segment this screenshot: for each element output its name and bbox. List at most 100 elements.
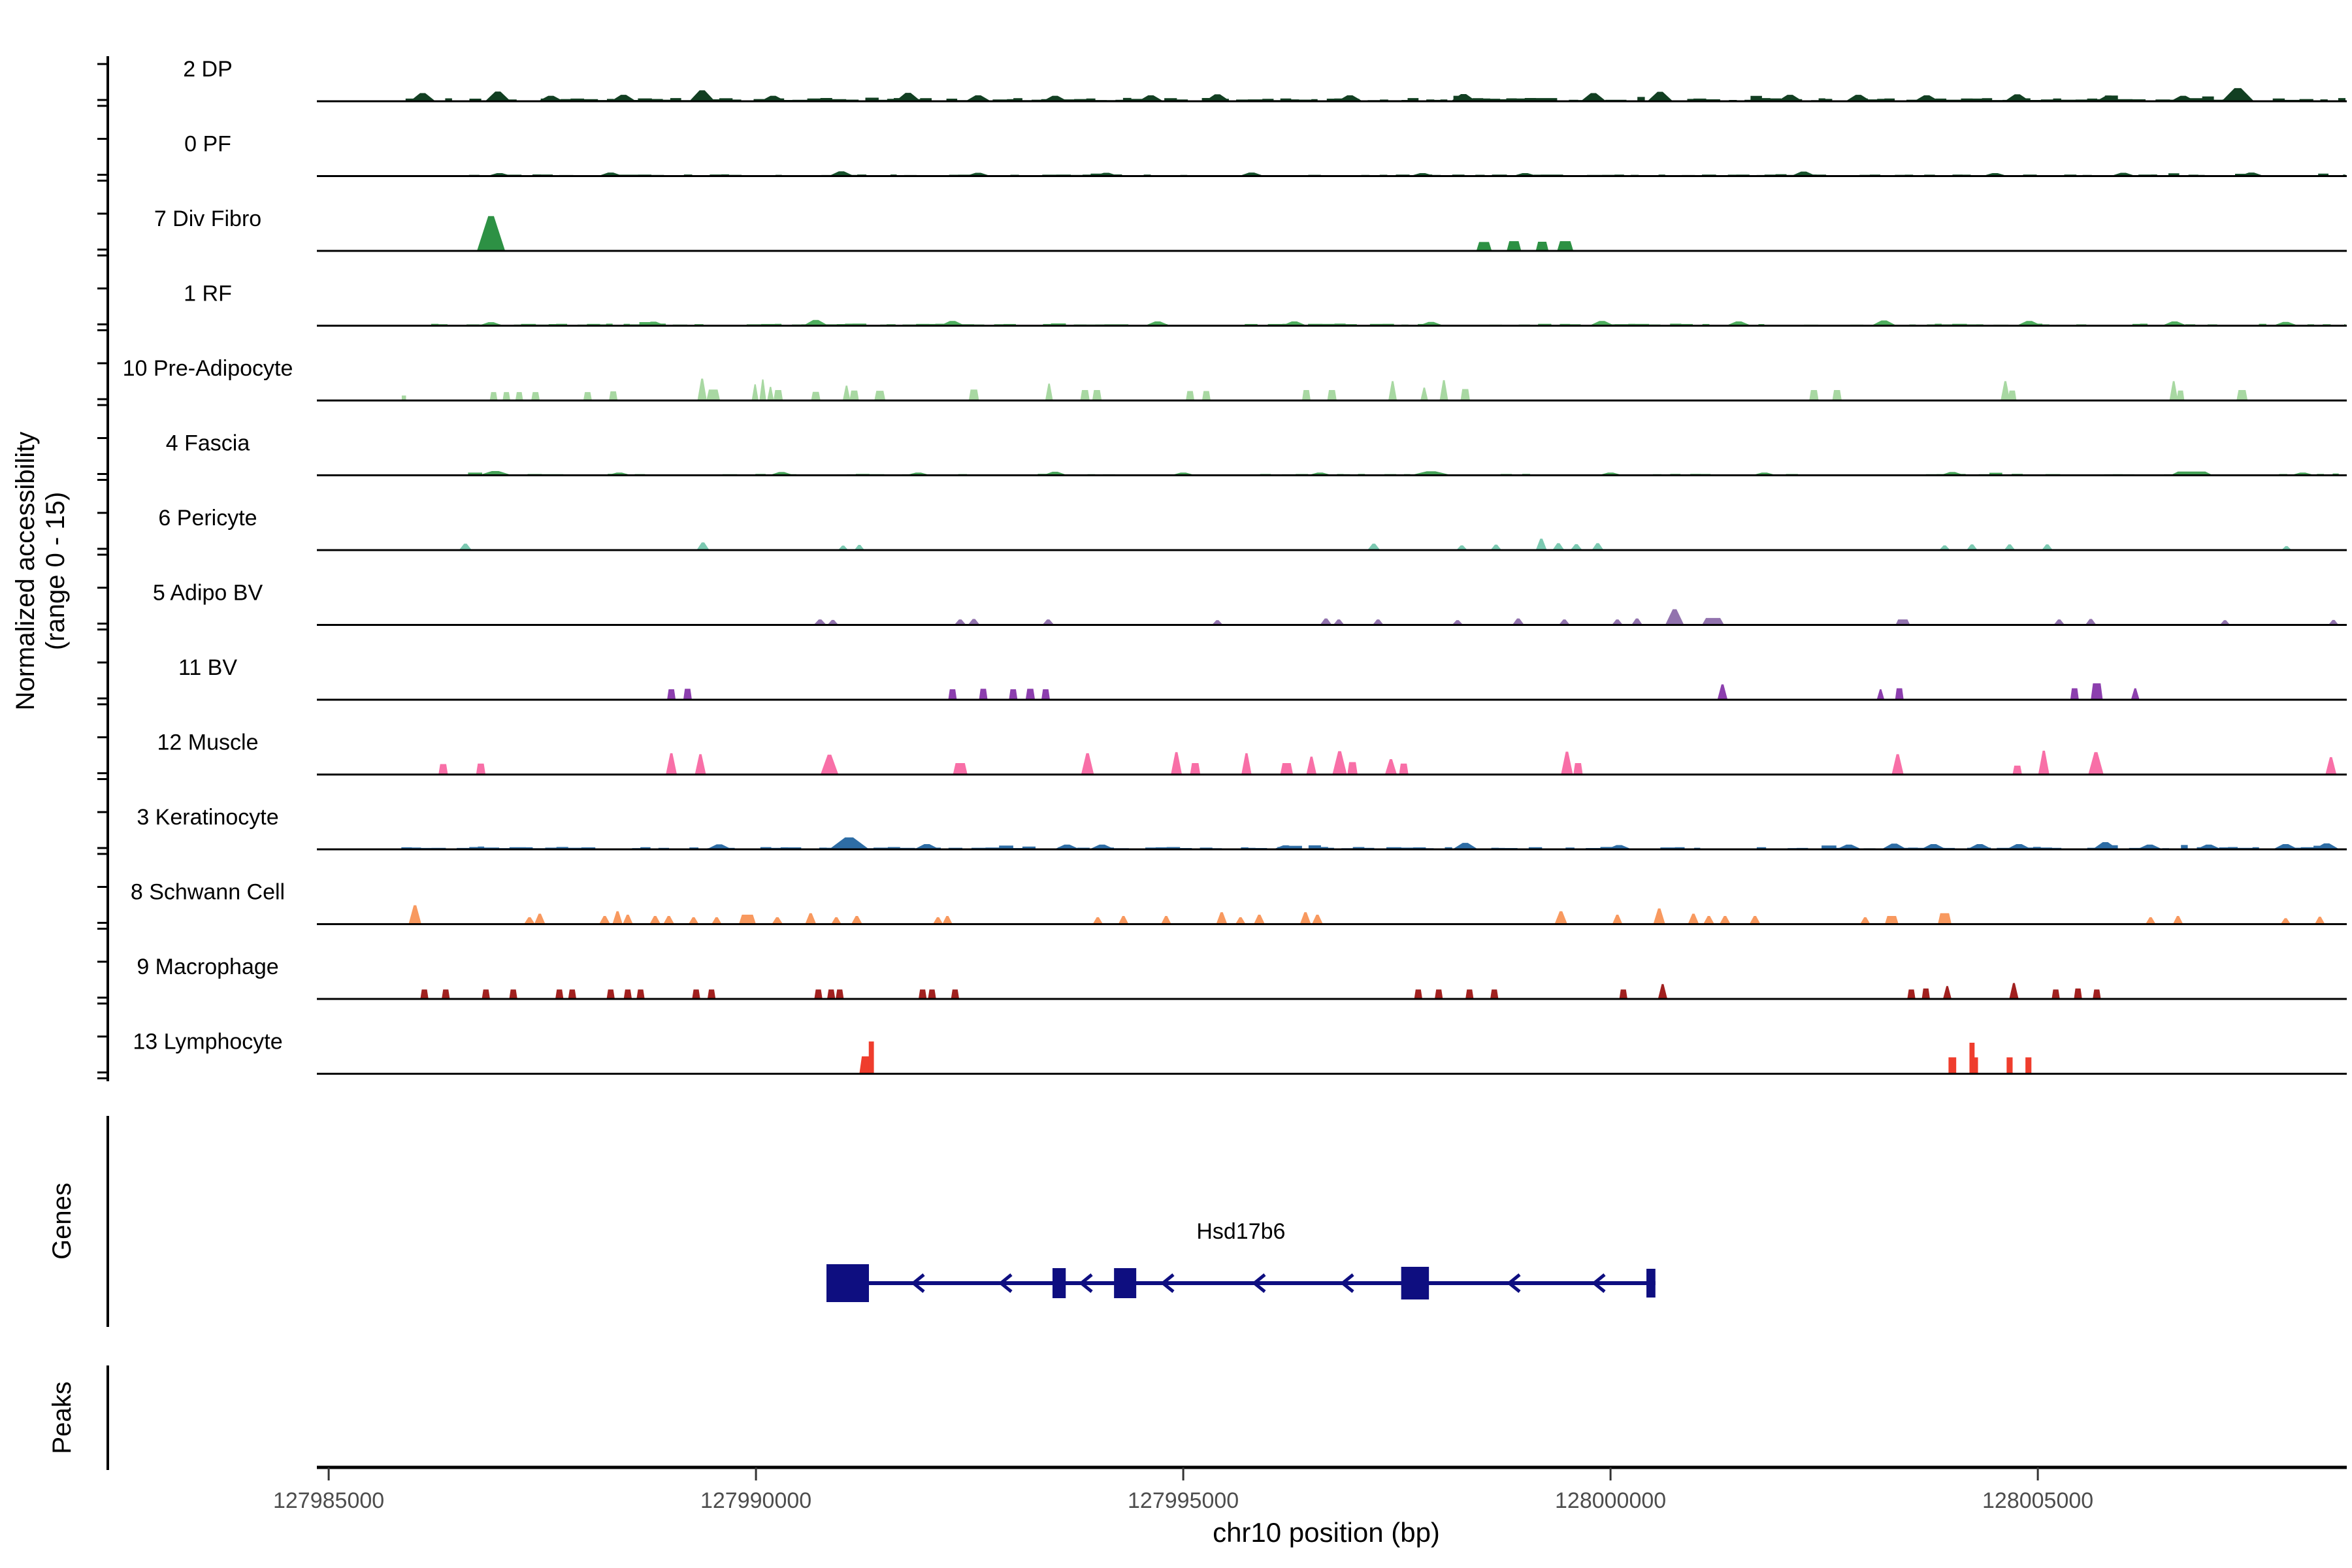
track-signal-peak xyxy=(1476,242,1492,251)
track-signal-peak xyxy=(895,93,921,101)
track-signal-noise xyxy=(401,845,2345,849)
peaks-section-label: Peaks xyxy=(48,1381,76,1454)
track-signal-peak xyxy=(531,392,540,400)
track-signal-peak xyxy=(1332,751,1347,775)
track-signal-peak xyxy=(838,546,849,550)
track-signal-peak xyxy=(482,989,490,999)
track-signal-peak xyxy=(1665,609,1684,625)
track-signal-peak xyxy=(1647,91,1673,101)
track-signal-peak xyxy=(1347,762,1358,775)
track-signal-peak xyxy=(2053,619,2065,625)
gene-strand-arrow-icon xyxy=(1079,1273,1093,1293)
track-signal-peak xyxy=(1703,915,1715,924)
track-signal-peak xyxy=(849,390,859,400)
track-signal-peak xyxy=(813,619,826,625)
track-signal-peak xyxy=(1914,95,1940,101)
track-signal-peak xyxy=(1465,989,1474,999)
track-signal-peak xyxy=(1895,688,1904,700)
track-signal-peak xyxy=(948,689,957,700)
track-signal-peak xyxy=(2004,544,2016,550)
x-axis-tick-label: 127985000 xyxy=(273,1488,384,1513)
track-signal-peak xyxy=(811,391,821,400)
track-signal-peak xyxy=(2176,390,2185,400)
track-signal-peak xyxy=(1460,389,1470,400)
track-signal-peak xyxy=(2136,844,2163,849)
x-axis-tick-label: 128005000 xyxy=(1982,1488,2093,1513)
track-signal-peak xyxy=(1041,689,1051,700)
track-signal-peak xyxy=(1845,95,1872,101)
track-signal-peak xyxy=(1490,544,1502,550)
gene-strand-arrow-icon xyxy=(1592,1273,1606,1293)
track-signal-peak xyxy=(939,321,966,326)
track-signal-peak xyxy=(515,392,523,400)
track-signal-peak xyxy=(1042,619,1054,625)
track-signal-peak xyxy=(827,619,839,625)
gene-exon xyxy=(1401,1267,1429,1299)
track-signal-peak xyxy=(2009,983,2019,999)
track-signal-peak xyxy=(2325,757,2337,775)
track-signal-peak xyxy=(442,989,450,999)
track-signal-peak xyxy=(1658,984,1668,999)
track-signal-peak xyxy=(1452,843,1478,849)
track-label: 13 Lymphocyte xyxy=(133,1030,282,1054)
track-signal-peak xyxy=(523,917,535,924)
track-signal-peak xyxy=(1281,321,1307,326)
track-signal-peak xyxy=(836,989,844,999)
track-signal-peak xyxy=(1507,241,1522,251)
track-signal-peak xyxy=(2025,1057,2032,1074)
track-signal-peak xyxy=(2221,88,2255,101)
x-axis-tick-label: 127995000 xyxy=(1128,1488,1239,1513)
track-signal-peak xyxy=(2001,381,2010,400)
track-signal-peak xyxy=(2004,94,2031,101)
track-signal-peak xyxy=(2161,321,2188,326)
track-signal-peak xyxy=(1081,753,1094,775)
track-signal-peak xyxy=(1388,381,1397,400)
track-signal-peak xyxy=(1337,95,1363,101)
track-signal-peak xyxy=(1749,915,1761,924)
track-signal-peak xyxy=(1333,619,1345,625)
track-signal-peak xyxy=(828,171,855,176)
track-signal-peak xyxy=(1561,751,1573,775)
track-signal-peak xyxy=(2236,390,2248,400)
track-signal-peak xyxy=(772,917,783,924)
track-signal-peak xyxy=(1009,689,1018,700)
track-signal-peak xyxy=(1967,844,1993,849)
track-label: 8 Schwann Cell xyxy=(131,880,285,905)
track-signal-peak xyxy=(478,471,513,476)
track-signal-peak xyxy=(851,915,862,924)
track-signal-peak xyxy=(1972,1057,1978,1074)
track-signal-peak xyxy=(1688,913,1699,924)
gene-exon xyxy=(1646,1269,1656,1298)
track-signal-peak xyxy=(502,392,511,400)
track-signal-peak xyxy=(1241,753,1252,775)
gene-exon xyxy=(826,1264,870,1302)
track-signal-peak xyxy=(738,915,757,924)
track-label: 9 Macrophage xyxy=(137,955,278,979)
track-signal-peak xyxy=(1612,619,1624,625)
track-signal-peak xyxy=(2219,620,2230,625)
track-signal-peak xyxy=(1836,844,1862,849)
track-signal-peak xyxy=(1891,754,1904,775)
track-signal-peak xyxy=(1420,387,1428,400)
gene-strand-arrow-icon xyxy=(1160,1273,1175,1293)
track-signal-peak xyxy=(1306,757,1317,775)
gene-exon xyxy=(1114,1268,1137,1298)
track-signal-peak xyxy=(649,915,661,924)
track-signal-peak xyxy=(1045,384,1053,400)
track-signal-peak xyxy=(1860,917,1870,924)
track-signal-peak xyxy=(951,989,960,999)
track-signal-peak xyxy=(2038,751,2050,775)
x-axis-tick-label: 127990000 xyxy=(700,1488,811,1513)
track-signal-peak xyxy=(623,915,633,924)
track-signal-peak xyxy=(2092,841,2119,849)
track-signal-peak xyxy=(820,755,839,775)
track-signal-peak xyxy=(2145,917,2156,924)
track-signal-peak xyxy=(711,917,722,924)
track-signal-peak xyxy=(1612,915,1623,924)
track-signal-peak xyxy=(918,989,927,999)
track-signal-peak xyxy=(2051,989,2060,999)
track-signal-peak xyxy=(2088,752,2104,775)
track-signal-peak xyxy=(410,93,436,101)
track-signal-peak xyxy=(2272,844,2299,849)
track-signal-peak xyxy=(1372,619,1384,625)
